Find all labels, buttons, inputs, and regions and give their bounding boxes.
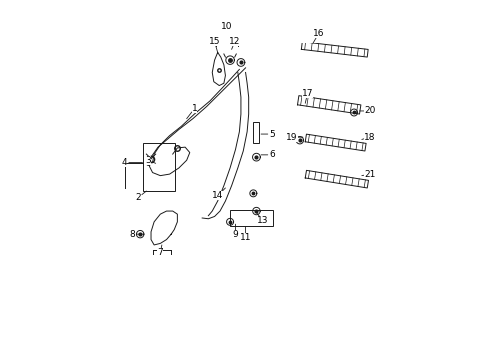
Text: 9: 9 <box>232 230 238 239</box>
Text: 12: 12 <box>228 37 240 46</box>
Text: 13: 13 <box>256 216 268 225</box>
Bar <box>142 143 175 191</box>
Text: 6: 6 <box>268 150 274 159</box>
Text: 5: 5 <box>268 130 274 139</box>
Text: 14: 14 <box>212 191 223 200</box>
Text: 16: 16 <box>312 30 324 39</box>
Bar <box>253 122 258 143</box>
Text: 10: 10 <box>221 22 232 31</box>
Text: 20: 20 <box>363 107 374 116</box>
Text: 17: 17 <box>301 89 313 98</box>
Text: 19: 19 <box>286 132 297 141</box>
Text: 18: 18 <box>363 132 375 141</box>
Text: 15: 15 <box>208 37 220 46</box>
Text: 2: 2 <box>136 193 141 202</box>
Text: 8: 8 <box>129 230 135 239</box>
Bar <box>230 210 272 226</box>
Text: 1: 1 <box>191 104 197 113</box>
Text: 21: 21 <box>363 170 374 179</box>
Text: 4: 4 <box>122 158 127 167</box>
Text: 7: 7 <box>157 248 163 257</box>
Text: 3: 3 <box>145 156 150 165</box>
Text: 11: 11 <box>239 233 251 242</box>
